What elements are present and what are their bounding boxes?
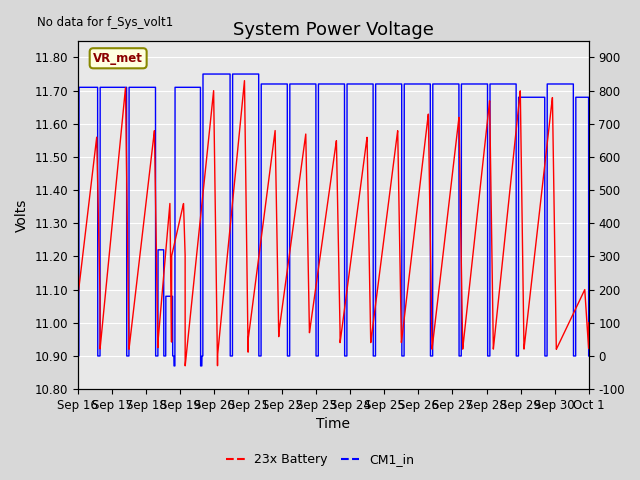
Title: System Power Voltage: System Power Voltage (233, 21, 434, 39)
Legend: 23x Battery, CM1_in: 23x Battery, CM1_in (221, 448, 419, 471)
X-axis label: Time: Time (316, 418, 350, 432)
Text: VR_met: VR_met (93, 52, 143, 65)
Text: No data for f_Sys_volt1: No data for f_Sys_volt1 (37, 16, 173, 29)
Y-axis label: Volts: Volts (15, 198, 29, 232)
